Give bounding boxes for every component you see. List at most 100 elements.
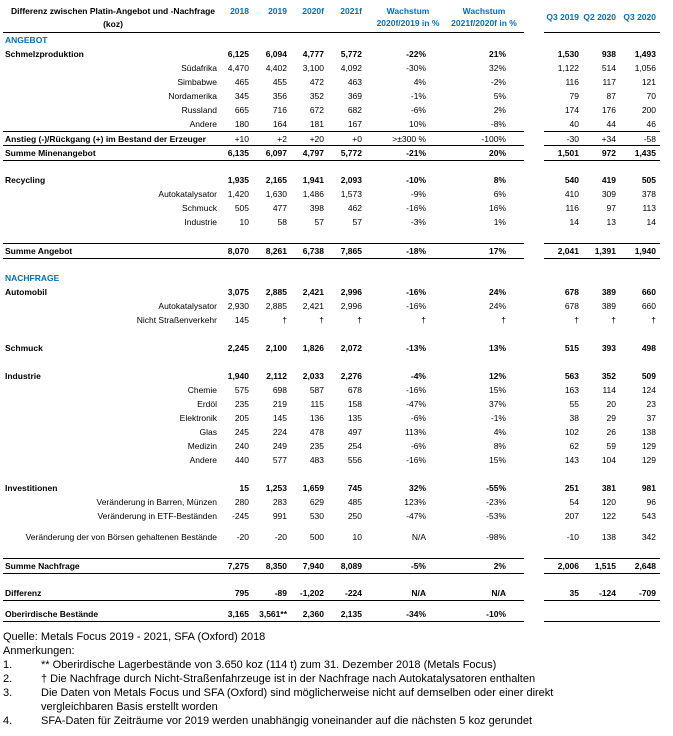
value-cell <box>620 159 660 173</box>
value-cell: 250 <box>347 511 362 521</box>
value-cell: 514 <box>601 63 616 73</box>
table-row: Differenz 795 -89 -1,202 -224 N/A N/A 35 -124 -70… <box>3 586 660 601</box>
value-cell <box>444 271 524 285</box>
row-label: Autokatalysator <box>158 301 217 311</box>
value-cell <box>444 544 524 558</box>
value-cell: 477 <box>272 203 287 213</box>
value-cell: 4% <box>493 427 506 437</box>
value-cell: 40 <box>569 119 579 129</box>
value-cell: 2,072 <box>340 343 362 353</box>
value-cell: 116 <box>565 77 579 87</box>
value-cell: 17% <box>444 243 524 259</box>
value-cell <box>444 600 524 607</box>
value-cell: 8,350 <box>259 558 297 574</box>
value-cell: 6,738 <box>297 243 334 259</box>
value-cell: 16% <box>488 203 506 213</box>
column-gap <box>524 47 544 61</box>
table-row: Erdöl 235 219 115 158 -47% 37% 55 20 23 <box>3 397 660 411</box>
value-cell: 158 <box>347 399 362 409</box>
value-cell <box>444 572 524 586</box>
value-cell <box>334 257 372 271</box>
footnote-2: 2. † Die Nachfrage durch Nicht-Straßenfa… <box>3 672 623 686</box>
value-cell: 2,930 <box>227 301 249 311</box>
value-cell: -16% <box>406 301 426 311</box>
value-cell <box>297 271 334 285</box>
table-title-line2: (koz) <box>103 19 123 29</box>
table-row: Nordamerika 345 356 352 369 -1% 5% 79 87 70 <box>3 89 660 103</box>
footnote-number: 1. <box>3 659 13 671</box>
row-label: Südafrika <box>181 63 217 73</box>
value-cell: -16% <box>406 455 426 465</box>
value-cell: 29 <box>606 413 616 423</box>
table-row: ANGEBOT <box>3 33 660 47</box>
value-cell: 12% <box>488 371 506 381</box>
value-cell <box>620 355 660 369</box>
column-gap <box>524 495 544 509</box>
value-cell: 117 <box>602 77 616 87</box>
value-cell: 174 <box>564 105 579 115</box>
value-cell <box>544 33 583 47</box>
value-cell <box>544 229 583 243</box>
value-cell: 37% <box>488 399 506 409</box>
value-cell: -16% <box>406 287 426 297</box>
spacer-row <box>3 355 660 369</box>
value-cell: 219 <box>272 399 287 409</box>
row-label: Autokatalysator <box>158 189 217 199</box>
value-cell: 389 <box>601 287 616 297</box>
value-cell <box>583 257 620 271</box>
row-label <box>3 467 221 481</box>
value-cell <box>372 159 444 173</box>
value-cell <box>583 467 620 481</box>
value-cell: 7,865 <box>334 243 372 259</box>
value-cell: 32% <box>488 63 506 73</box>
row-label: Andere <box>189 455 217 465</box>
value-cell: 716 <box>272 105 287 115</box>
value-cell: 1,941 <box>302 175 324 185</box>
value-cell: 121 <box>641 77 656 87</box>
value-cell <box>372 33 444 47</box>
row-label <box>3 544 221 558</box>
value-cell <box>297 544 334 558</box>
value-cell <box>544 572 583 586</box>
value-cell <box>259 572 297 586</box>
table-row: Summe Minenangebot 6,135 6,097 4,797 5,772 -2… <box>3 145 660 161</box>
value-cell <box>544 257 583 271</box>
value-cell: -30% <box>406 63 426 73</box>
column-gap <box>524 572 544 586</box>
value-cell: 13 <box>606 217 616 227</box>
row-label: Andere <box>189 119 217 129</box>
value-cell: -10% <box>406 175 426 185</box>
spacer-row <box>3 544 660 558</box>
value-cell: 2,885 <box>265 287 287 297</box>
value-cell <box>544 159 583 173</box>
value-cell <box>221 544 259 558</box>
value-cell: 7,940 <box>297 558 334 574</box>
value-cell <box>221 467 259 481</box>
value-cell: 113 <box>642 203 656 213</box>
table-row: Chemie 575 698 587 678 -16% 15% 163 114 124 <box>3 383 660 397</box>
value-cell: 116 <box>565 203 579 213</box>
value-cell: -1% <box>490 413 506 423</box>
value-cell <box>444 355 524 369</box>
table-row: Industrie 1,940 2,112 2,033 2,276 -4% 12% 563 35… <box>3 369 660 383</box>
row-label: Veränderung der von Börsen gehaltenen Be… <box>25 532 217 542</box>
value-cell <box>259 229 297 243</box>
value-cell: -1,202 <box>297 586 334 601</box>
value-cell: 200 <box>641 105 656 115</box>
value-cell: 15% <box>488 385 506 395</box>
spacer-row <box>3 523 660 530</box>
value-cell: † <box>421 315 426 325</box>
value-cell: 13% <box>488 343 506 353</box>
footnote-text: SFA-Daten für Zeiträume vor 2019 werden … <box>41 715 533 727</box>
value-cell: -6% <box>410 105 426 115</box>
row-label: Glas <box>199 427 217 437</box>
value-cell: 207 <box>564 511 579 521</box>
value-cell <box>583 544 620 558</box>
value-cell: 3,165 <box>221 607 259 622</box>
value-cell <box>221 271 259 285</box>
value-cell: † <box>651 315 656 325</box>
value-cell: 2,100 <box>265 343 287 353</box>
value-cell: 123% <box>404 497 426 507</box>
value-cell: 2% <box>444 558 524 574</box>
value-cell <box>221 600 259 607</box>
